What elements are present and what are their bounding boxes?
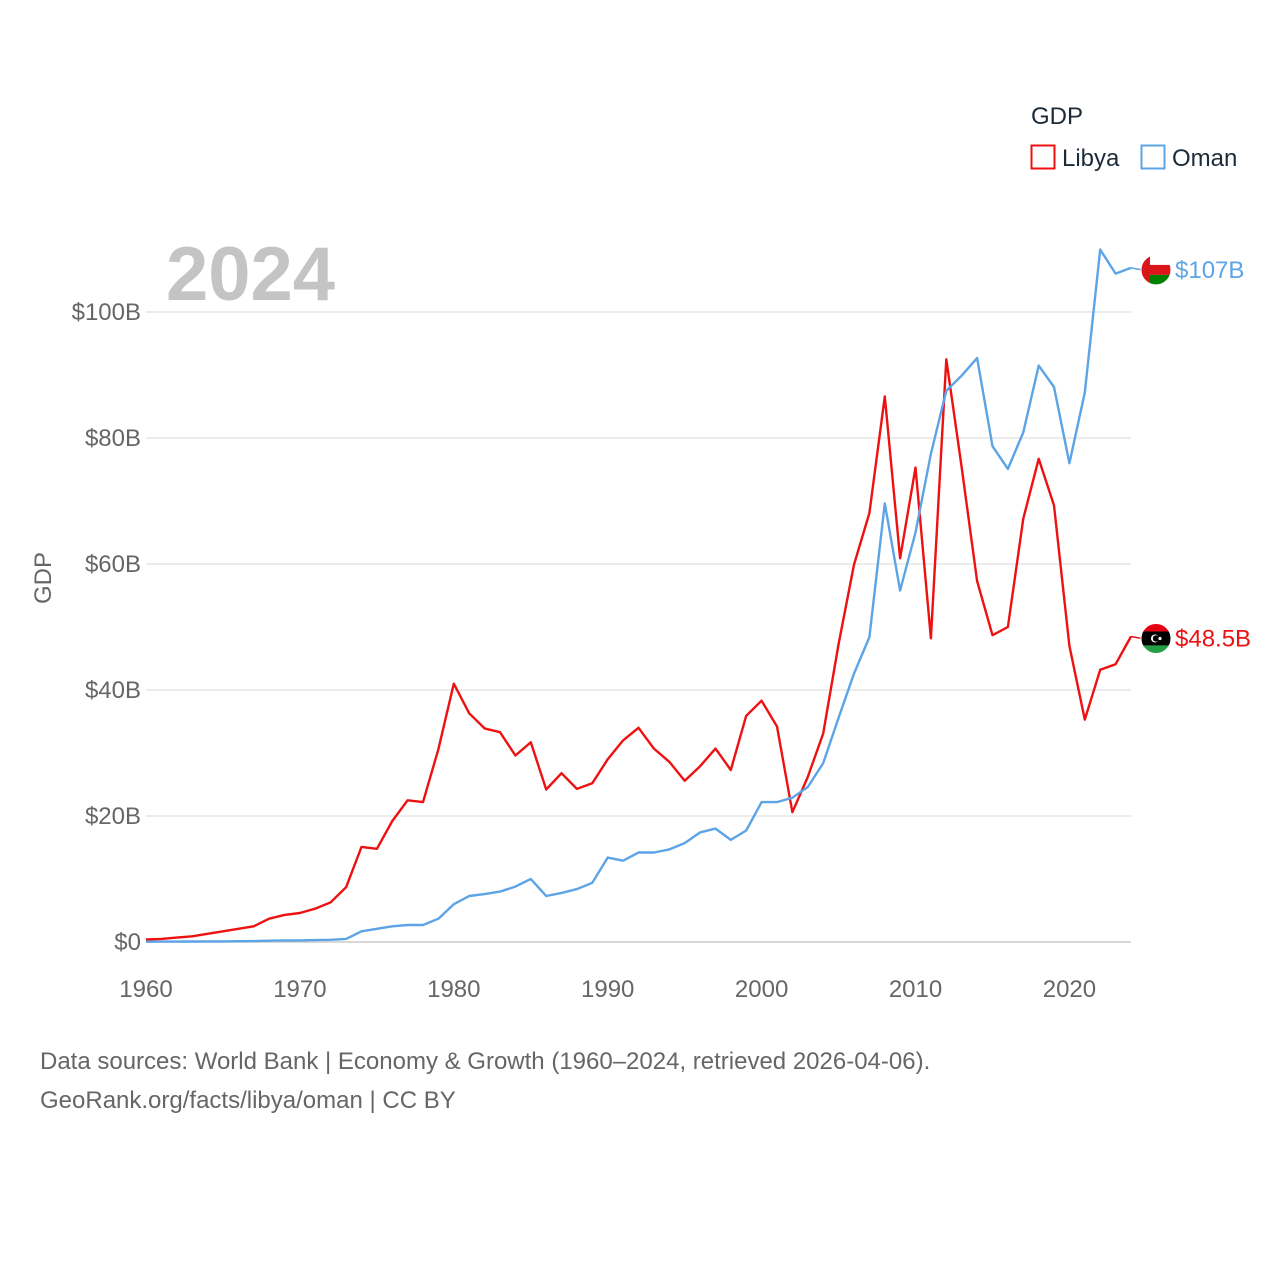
- y-tick-label: $20B: [85, 803, 141, 830]
- source-line: Data sources: World Bank | Economy & Gro…: [40, 1048, 931, 1075]
- legend-label-oman: Oman: [1172, 145, 1237, 172]
- flag-ring: [1140, 254, 1172, 286]
- flag-fill: [1141, 623, 1171, 654]
- end-label-libya: $48.5B: [1175, 625, 1251, 652]
- end-connector-oman: [1130, 267, 1143, 271]
- end-connector-libya: [1130, 635, 1143, 640]
- flag-stripe-red: [1141, 264, 1171, 275]
- series-line-libya: [145, 358, 1133, 941]
- libya-flag-icon: [1140, 622, 1172, 654]
- series-lines: [145, 248, 1133, 943]
- flag-stripe-green: [1141, 645, 1171, 654]
- y-tick-label: $80B: [85, 425, 141, 452]
- x-tick-label: 1980: [427, 976, 480, 1003]
- oman-flag-icon: [1140, 254, 1172, 286]
- x-tick-label: 1990: [581, 976, 634, 1003]
- legend-item-libya[interactable]: Libya: [1030, 144, 1121, 172]
- flag-fill: [1141, 254, 1171, 285]
- flag-stripe-white: [1141, 254, 1171, 265]
- y-tick-label: $0: [114, 929, 141, 956]
- y-tick-label: $100B: [72, 299, 141, 326]
- y-tick-label: $60B: [85, 551, 141, 578]
- star: [1158, 636, 1162, 641]
- legend-title: GDP: [1031, 103, 1083, 130]
- y-axis-title: GDP: [30, 552, 57, 604]
- source-link[interactable]: GeoRank.org/facts/libya/oman | CC BY: [40, 1087, 456, 1114]
- year-label: 2024: [166, 232, 335, 317]
- flag-ring: [1140, 622, 1172, 654]
- x-tick-label: 1960: [119, 976, 172, 1003]
- series-end-markers: $48.5B $107B: [1130, 254, 1251, 654]
- flag-hoist-red: [1141, 254, 1150, 285]
- flag-stripe-red: [1141, 623, 1171, 632]
- source-note: Data sources: World Bank | Economy & Gro…: [40, 1042, 930, 1120]
- y-tick-label: $40B: [85, 677, 141, 704]
- x-tick-label: 2010: [889, 976, 942, 1003]
- x-tick-label: 1970: [273, 976, 326, 1003]
- crescent-inner: [1152, 635, 1160, 642]
- flag-stripe-green: [1141, 274, 1171, 285]
- legend: GDP Libya Oman: [1030, 103, 1238, 172]
- legend-swatch-oman: [1140, 144, 1166, 170]
- end-label-oman: $107B: [1175, 257, 1244, 284]
- legend-swatch-libya: [1030, 144, 1056, 170]
- legend-item-oman[interactable]: Oman: [1140, 144, 1238, 172]
- gridlines: [146, 311, 1131, 943]
- y-axis-tick-labels: $0 $20B $40B $60B $80B $100B: [72, 299, 141, 956]
- x-tick-label: 2020: [1043, 976, 1096, 1003]
- legend-label-libya: Libya: [1062, 145, 1120, 172]
- series-line-oman: [145, 248, 1132, 943]
- x-tick-label: 2000: [735, 976, 788, 1003]
- x-axis-tick-labels: 1960 1970 1980 1990 2000 2010 2020: [119, 976, 1096, 1003]
